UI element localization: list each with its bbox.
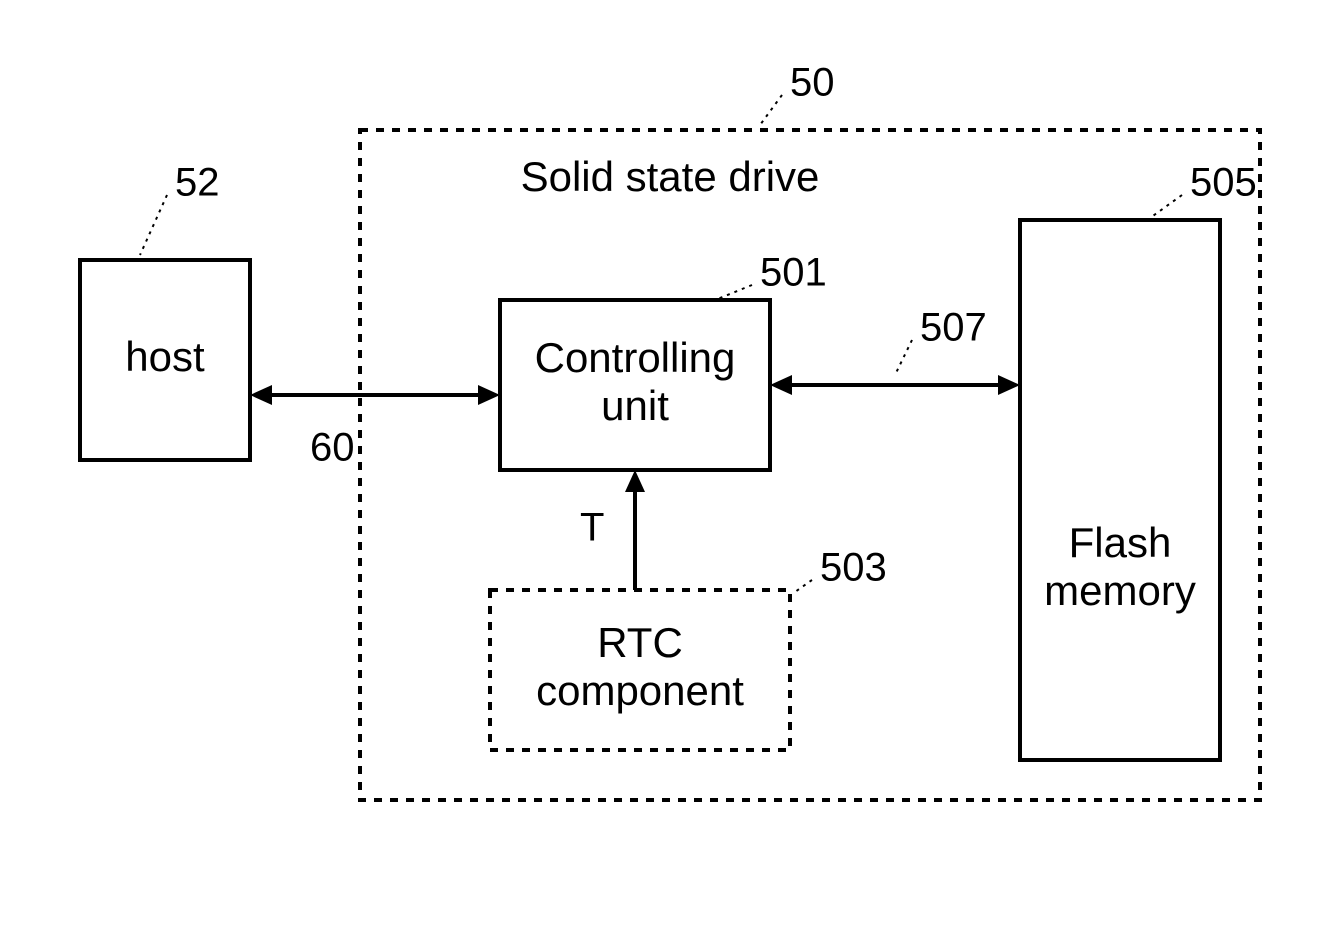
- rtc-label: RTC: [597, 619, 683, 666]
- rtc-label: component: [536, 667, 744, 714]
- flash-label: memory: [1044, 567, 1196, 614]
- ref-501: 501: [760, 251, 827, 295]
- ref-503: 503: [820, 546, 887, 590]
- ctrl-label: Controlling: [535, 334, 736, 381]
- ref-50: 50: [790, 61, 835, 105]
- leader-50: [760, 95, 782, 125]
- ssd-title: Solid state drive: [521, 153, 820, 200]
- leader-52: [140, 195, 167, 255]
- ref-507: 507: [920, 306, 987, 350]
- ref-505: 505: [1190, 161, 1257, 205]
- ref-52: 52: [175, 161, 220, 205]
- host-label: host: [125, 333, 205, 380]
- ref-T: T: [580, 506, 604, 550]
- ref-60: 60: [310, 426, 355, 470]
- flash-box: [1020, 220, 1220, 760]
- flash-label: Flash: [1069, 519, 1172, 566]
- arrowhead: [250, 385, 272, 405]
- ctrl-label: unit: [601, 382, 669, 429]
